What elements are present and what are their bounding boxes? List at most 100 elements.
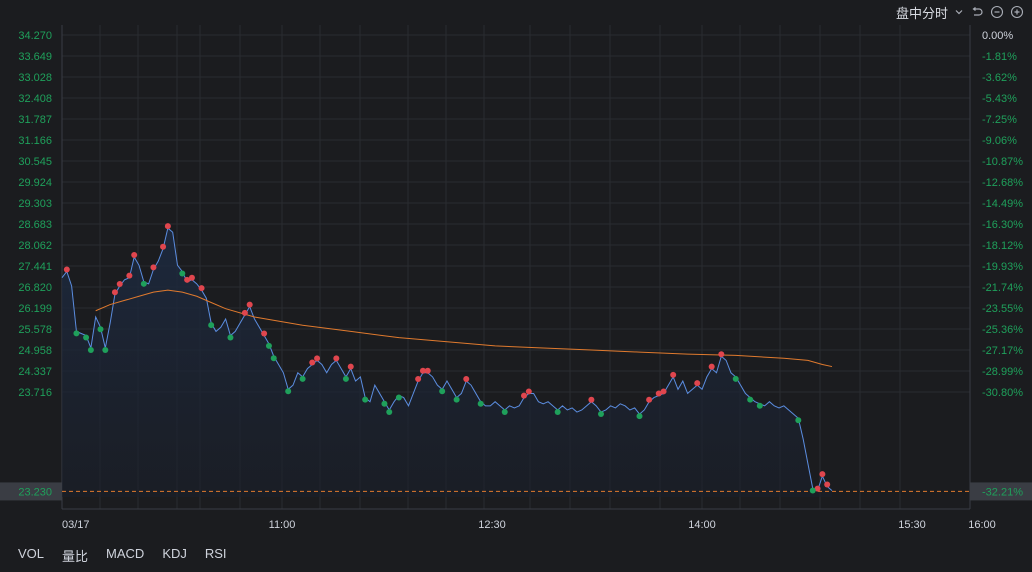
buy-marker (131, 252, 138, 259)
y-left-tick-label: 26.820 (18, 282, 52, 294)
buy-marker (525, 388, 532, 395)
sell-marker (179, 270, 186, 277)
buy-marker (164, 223, 171, 230)
sell-marker (809, 487, 816, 494)
sell-marker (265, 342, 272, 349)
tab-macd[interactable]: MACD (106, 546, 145, 561)
y-left-tick-label: 33.649 (18, 51, 52, 63)
x-tick-label: 12:30 (478, 519, 506, 531)
x-tick-label: 15:30 (898, 519, 926, 531)
sell-marker (501, 408, 508, 415)
sell-marker (756, 402, 763, 409)
sell-marker (554, 408, 561, 415)
chart-mode-label[interactable]: 盘中分时 (895, 5, 948, 21)
sell-marker (97, 326, 104, 333)
indicator-tabs: VOL 量比 MACD KDJ RSI (18, 546, 227, 565)
sell-marker (140, 280, 147, 287)
y-right-tick-label: -25.36% (982, 324, 1023, 336)
y-right-tick-label: -28.99% (982, 366, 1023, 378)
buy-marker (415, 376, 422, 383)
buy-marker (660, 388, 667, 395)
buy-marker (150, 264, 157, 271)
y-right-tick-label: -1.81% (982, 51, 1017, 63)
y-left-tick-label: 31.787 (18, 114, 52, 126)
y-left-tick-label: 23.716 (18, 387, 52, 399)
x-tick-label: 03/17 (62, 519, 90, 531)
y-right-tick-label: -9.06% (982, 135, 1017, 147)
current-pct-label: -32.21% (982, 486, 1023, 498)
sell-marker (795, 417, 802, 424)
tab-rsi[interactable]: RSI (204, 546, 227, 561)
intraday-chart[interactable]: 34.270 0.00% 33.649 -1.81% 33.028 -3.62% 32.40… (0, 0, 1032, 540)
y-left-tick-label: 26.199 (18, 303, 52, 315)
y-left-tick-label: 28.683 (18, 219, 52, 231)
sell-marker (270, 355, 277, 362)
buy-marker (419, 367, 426, 374)
tab-kdj[interactable]: KDJ (162, 546, 187, 561)
y-left-tick-label: 33.028 (18, 72, 52, 84)
buy-marker (261, 330, 268, 337)
sell-marker (477, 400, 484, 407)
y-right-tick-label: -27.17% (982, 345, 1023, 357)
sell-marker (439, 388, 446, 395)
buy-marker (824, 481, 831, 488)
sell-marker (636, 413, 643, 420)
y-left-tick-label: 31.166 (18, 135, 52, 147)
buy-marker (646, 396, 653, 403)
sell-marker (227, 334, 234, 341)
sell-marker (342, 375, 349, 382)
buy-marker (246, 301, 253, 308)
buy-marker (111, 289, 118, 296)
sell-marker (208, 322, 215, 329)
chevron-down-icon[interactable] (954, 7, 964, 17)
buy-marker (63, 266, 70, 273)
sell-marker (732, 375, 739, 382)
sell-marker (299, 375, 306, 382)
y-left-tick-label: 28.062 (18, 240, 52, 252)
y-left-tick-label: 24.958 (18, 345, 52, 357)
y-right-tick-label: -16.30% (982, 219, 1023, 231)
sell-marker (362, 396, 369, 403)
y-right-tick-label: -19.93% (982, 261, 1023, 273)
average-price-line (95, 289, 833, 368)
buy-marker (655, 390, 662, 397)
x-tick-label: 14:00 (688, 519, 716, 531)
buy-marker (670, 371, 677, 378)
y-left-tick-label: 25.578 (18, 324, 52, 336)
buy-marker (160, 243, 167, 250)
y-right-tick-label: -10.87% (982, 156, 1023, 168)
y-left-tick-label: 29.303 (18, 198, 52, 210)
buy-marker (819, 471, 826, 478)
y-right-tick-label: -18.12% (982, 240, 1023, 252)
x-tick-label: 11:00 (269, 519, 296, 531)
y-left-tick-label: 27.441 (18, 261, 52, 273)
y-right-tick-label: -5.43% (982, 93, 1017, 105)
buy-marker (309, 359, 316, 366)
sell-marker (381, 400, 388, 407)
undo-icon[interactable] (970, 5, 984, 19)
x-tick-label: 16:00 (968, 519, 996, 531)
sell-marker (102, 346, 109, 353)
buy-marker (241, 309, 248, 316)
buy-marker (188, 274, 195, 281)
y-right-tick-label: -21.74% (982, 282, 1023, 294)
zoom-out-icon[interactable] (990, 5, 1004, 19)
y-left-tick-label: 32.408 (18, 93, 52, 105)
zoom-in-icon[interactable] (1010, 5, 1024, 19)
buy-marker (314, 355, 321, 362)
tab-vol[interactable]: VOL (18, 546, 45, 561)
buy-marker (694, 380, 701, 387)
buy-marker (708, 363, 715, 370)
sell-marker (285, 388, 292, 395)
y-right-tick-label: -7.25% (982, 114, 1017, 126)
y-right-tick-label: -23.55% (982, 303, 1023, 315)
price-line (61, 227, 833, 492)
y-left-tick-label: 24.337 (18, 366, 52, 378)
sell-marker (453, 396, 460, 403)
buy-marker (184, 276, 191, 283)
buy-marker (718, 351, 725, 358)
sell-marker (598, 411, 604, 418)
tab-volume-ratio[interactable]: 量比 (62, 549, 89, 564)
buy-marker (521, 392, 527, 399)
buy-marker (814, 485, 821, 492)
